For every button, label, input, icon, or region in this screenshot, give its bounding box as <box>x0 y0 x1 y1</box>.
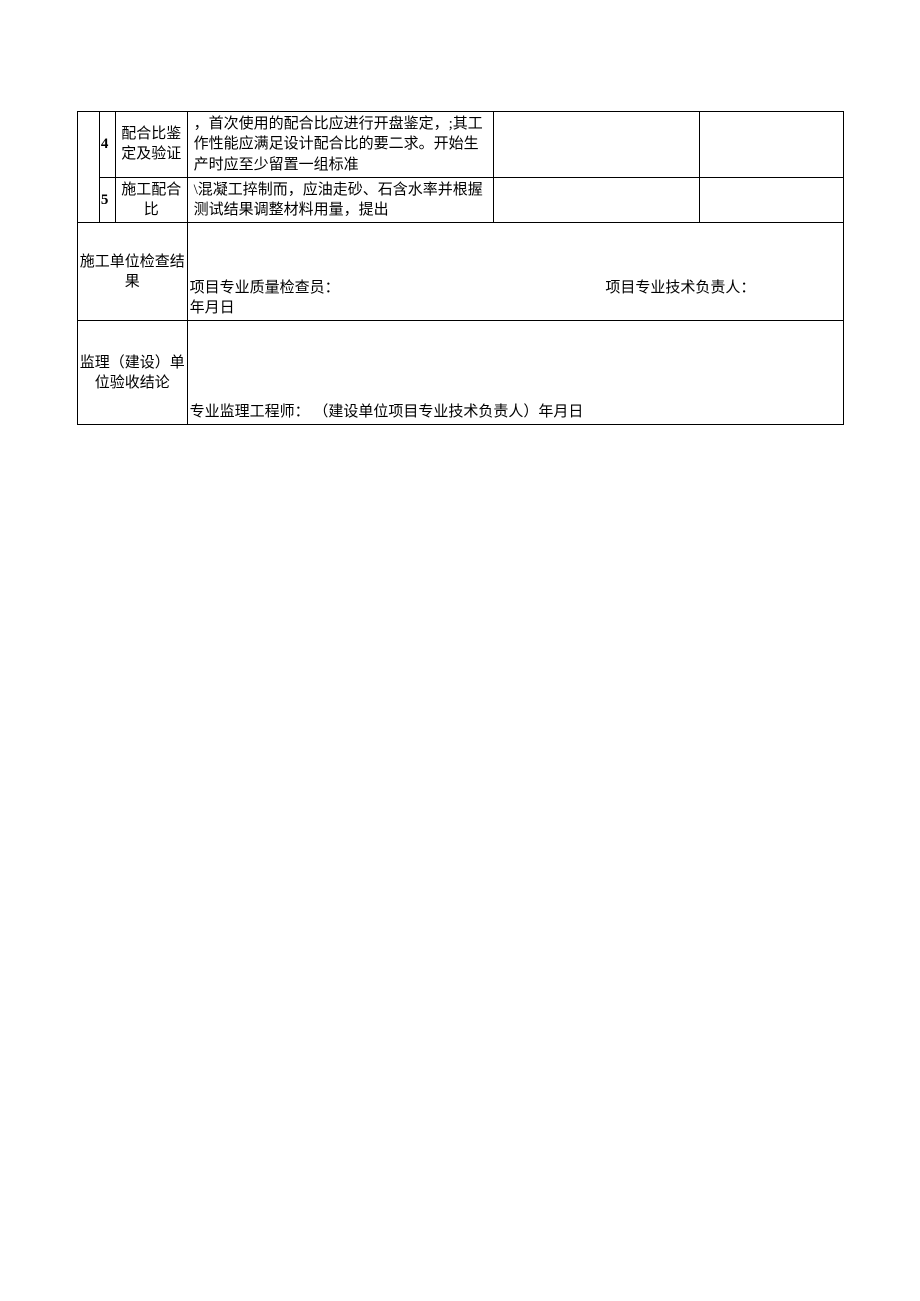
empty-cell <box>700 112 844 178</box>
table-row: 4 配合比鉴定及验证 ，首次使用的配合比应进行开盘鉴定，;其工作性能应满足设计配… <box>78 112 844 178</box>
empty-cell <box>700 177 844 223</box>
row-description: ，首次使用的配合比应进行开盘鉴定，;其工作性能应满足设计配合比的要二求。开始生产… <box>187 112 493 178</box>
engineer-label: 专业监理工程师： <box>190 404 310 420</box>
empty-cell <box>493 177 699 223</box>
accept-result-label: 监理（建设）单位验收结论 <box>78 321 188 425</box>
accept-result-content: 专业监理工程师： （建设单位项目专业技术负责人）年月日 <box>187 321 843 425</box>
row-number: 4 <box>99 112 115 178</box>
accept-note: （建设单位项目专业技术负责人）年月日 <box>313 404 583 420</box>
inspector-label: 项目专业质量检查员： <box>190 278 340 298</box>
empty-cell <box>493 112 699 178</box>
row-name: 配合比鉴定及验证 <box>115 112 187 178</box>
check-result-content: 项目专业质量检查员： 项目专业技术负责人： 年月日 <box>187 223 843 321</box>
form-table: 4 配合比鉴定及验证 ，首次使用的配合比应进行开盘鉴定，;其工作性能应满足设计配… <box>77 111 844 425</box>
tech-lead-label: 项目专业技术负责人： <box>605 278 755 298</box>
row-name: 施工配合比 <box>115 177 187 223</box>
date-label: 年月日 <box>190 300 235 316</box>
row-number: 5 <box>99 177 115 223</box>
check-result-row: 施工单位检查结果 项目专业质量检查员： 项目专业技术负责人： 年月日 <box>78 223 844 321</box>
accept-result-row: 监理（建设）单位验收结论 专业监理工程师： （建设单位项目专业技术负责人）年月日 <box>78 321 844 425</box>
blank-cell <box>78 112 100 223</box>
table-row: 5 施工配合比 \混凝工捽制而，应油走砂、石含水率并根握测试结果调整材料用量，提… <box>78 177 844 223</box>
check-result-label: 施工单位检查结果 <box>78 223 188 321</box>
row-description: \混凝工捽制而，应油走砂、石含水率并根握测试结果调整材料用量，提出 <box>187 177 493 223</box>
